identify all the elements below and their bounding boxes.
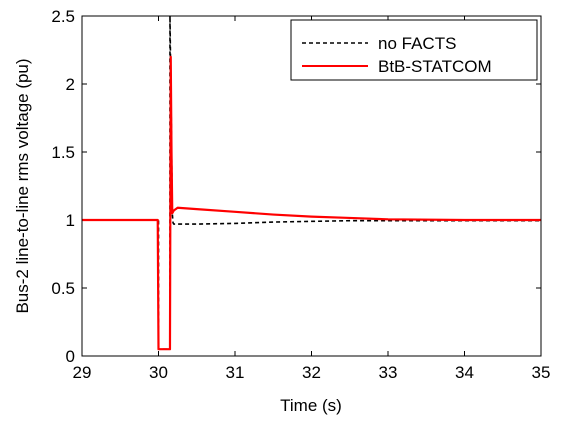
series-line-btb-statcom	[82, 55, 541, 351]
x-tick-label: 32	[302, 363, 321, 382]
legend: no FACTS BtB-STATCOM	[290, 19, 538, 81]
y-tick-label: 0	[66, 347, 75, 366]
x-tick-label: 31	[226, 363, 245, 382]
y-axis-label: Bus-2 line-to-line rms voltage (pu)	[13, 58, 32, 313]
axes-frame-border	[81, 15, 542, 357]
legend-box	[290, 19, 538, 81]
x-tick-label: 29	[73, 363, 92, 382]
x-tick-label: 34	[455, 363, 474, 382]
x-axis-ticks: 29 30 31 32 33 34 35	[73, 16, 551, 382]
x-tick-label: 35	[532, 363, 551, 382]
legend-label-btb-statcom: BtB-STATCOM	[378, 57, 492, 76]
legend-label-no-facts: no FACTS	[378, 34, 456, 53]
y-tick-label: 2.5	[51, 7, 75, 26]
y-axis-ticks: 0 0.5 1 1.5 2 2.5	[51, 7, 541, 366]
x-tick-label: 30	[149, 363, 168, 382]
x-tick-label: 33	[379, 363, 398, 382]
y-tick-label: 1.5	[51, 143, 75, 162]
y-tick-label: 1	[66, 211, 75, 230]
y-tick-label: 0.5	[51, 279, 75, 298]
x-axis-label: Time (s)	[280, 396, 342, 415]
series-layer	[82, 16, 541, 351]
y-tick-label: 2	[66, 75, 75, 94]
